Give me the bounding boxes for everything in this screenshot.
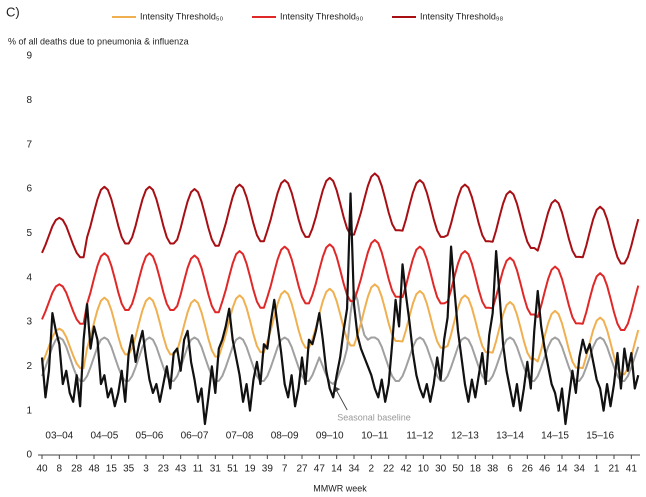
x-tick-label: 51 — [227, 464, 239, 475]
x-axis-label: MMWR week — [313, 483, 367, 493]
x-tick-label: 1 — [594, 464, 600, 475]
x-tick-label: 7 — [282, 464, 288, 475]
y-tick-label: 1 — [26, 405, 32, 416]
season-label: 14–15 — [541, 431, 569, 442]
x-tick-label: 47 — [314, 464, 326, 475]
y-tick-label: 8 — [26, 95, 32, 106]
y-tick-label: 5 — [26, 228, 32, 239]
x-tick-label: 50 — [452, 464, 464, 475]
season-label: 07–08 — [226, 431, 254, 442]
y-axis-label: % of all deaths due to pneumonia & influ… — [8, 36, 189, 46]
series-line — [41, 289, 640, 386]
y-tick-label: 4 — [26, 272, 32, 283]
legend-label: Intensity Threshold₅₀ — [140, 11, 224, 21]
x-tick-label: 48 — [88, 464, 100, 475]
x-tick-label: 27 — [296, 464, 308, 475]
x-tick-label: 39 — [262, 464, 274, 475]
panel-label: C) — [6, 4, 20, 19]
x-tick-label: 10 — [418, 464, 430, 475]
x-tick-label: 15 — [106, 464, 118, 475]
annotation: Seasonal baseline — [337, 412, 411, 422]
y-tick-label: 0 — [26, 450, 32, 461]
x-tick-label: 28 — [71, 464, 83, 475]
legend-label: Intensity Threshold₉₀ — [280, 11, 363, 21]
series-line — [40, 192, 640, 426]
x-tick-label: 8 — [57, 464, 63, 475]
x-tick-label: 34 — [348, 464, 360, 475]
y-tick-label: 3 — [26, 317, 32, 328]
x-tick-label: 18 — [470, 464, 482, 475]
x-tick-label: 14 — [556, 464, 568, 475]
x-tick-label: 3 — [143, 464, 149, 475]
season-label: 08–09 — [271, 431, 299, 442]
season-label: 12–13 — [451, 431, 479, 442]
season-label: 05–06 — [136, 431, 164, 442]
season-label: 10–11 — [361, 431, 389, 442]
season-label: 11–12 — [406, 431, 434, 442]
x-tick-label: 46 — [539, 464, 551, 475]
season-label: 13–14 — [496, 431, 524, 442]
x-tick-label: 22 — [383, 464, 395, 475]
series-line — [41, 283, 640, 376]
season-label: 09–10 — [316, 431, 344, 442]
y-tick-label: 6 — [26, 184, 32, 195]
x-tick-label: 41 — [626, 464, 638, 475]
x-tick-label: 14 — [331, 464, 343, 475]
x-tick-label: 31 — [210, 464, 222, 475]
y-tick-label: 2 — [26, 361, 32, 372]
season-label: 03–04 — [45, 431, 73, 442]
y-tick-label: 9 — [26, 51, 32, 62]
x-tick-label: 40 — [36, 464, 48, 475]
x-tick-label: 26 — [522, 464, 534, 475]
x-tick-label: 34 — [574, 464, 586, 475]
season-label: 04–05 — [90, 431, 118, 442]
x-tick-label: 19 — [244, 464, 256, 475]
x-tick-label: 35 — [123, 464, 135, 475]
x-tick-label: 38 — [487, 464, 499, 475]
x-tick-label: 2 — [369, 464, 375, 475]
legend-label: Intensity Threshold₉₈ — [420, 11, 503, 21]
season-label: 15–16 — [586, 431, 614, 442]
y-tick-label: 7 — [26, 139, 32, 150]
x-tick-label: 11 — [193, 464, 204, 475]
x-tick-label: 6 — [507, 464, 513, 475]
season-label: 06–07 — [181, 431, 209, 442]
x-tick-label: 23 — [158, 464, 170, 475]
annotation-arrow — [334, 387, 348, 411]
x-tick-label: 43 — [175, 464, 187, 475]
x-tick-label: 30 — [435, 464, 447, 475]
series-line — [41, 172, 640, 265]
x-tick-label: 21 — [608, 464, 620, 475]
x-tick-label: 42 — [400, 464, 412, 475]
